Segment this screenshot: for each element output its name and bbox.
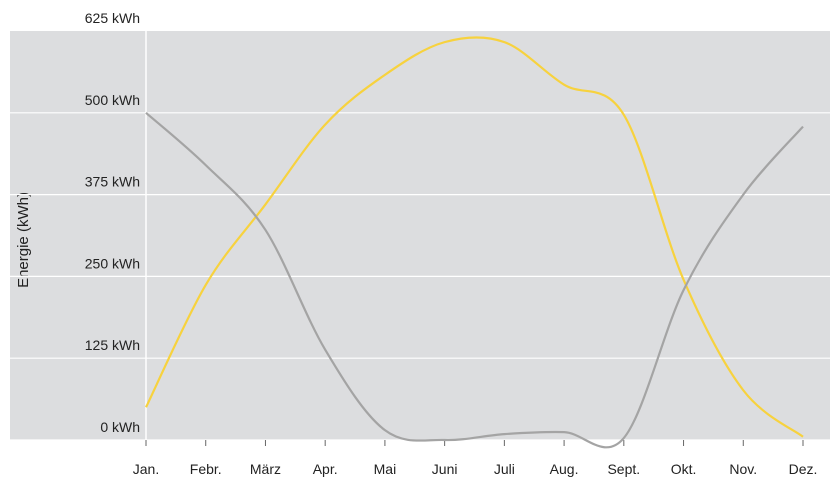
y-tick-label: 375 kWh [85,174,140,190]
y-tick-label: 125 kWh [85,337,140,353]
y-axis-label: Energie (kWh) [15,192,32,288]
x-tick-label: Juni [432,461,458,477]
y-tick-label: 500 kWh [85,92,140,108]
x-tick-label: Okt. [671,461,697,477]
x-tick-label: Jan. [133,461,159,477]
x-tick-label: Apr. [313,461,338,477]
x-tick-label: Febr. [190,461,222,477]
x-tick-label: Aug. [550,461,579,477]
line-series [145,111,804,449]
x-tick-label: Mai [374,461,397,477]
line-series [145,36,804,438]
y-tick-label: 625 kWh [85,10,140,26]
y-tick-label: 250 kWh [85,255,140,271]
x-tick-label: Dez. [789,461,818,477]
y-tick-label: 0 kWh [100,419,140,435]
x-tick-label: Juli [494,461,515,477]
x-tick-label: Sept. [607,461,640,477]
x-tick-label: März [250,461,281,477]
x-tick-label: Nov. [729,461,757,477]
